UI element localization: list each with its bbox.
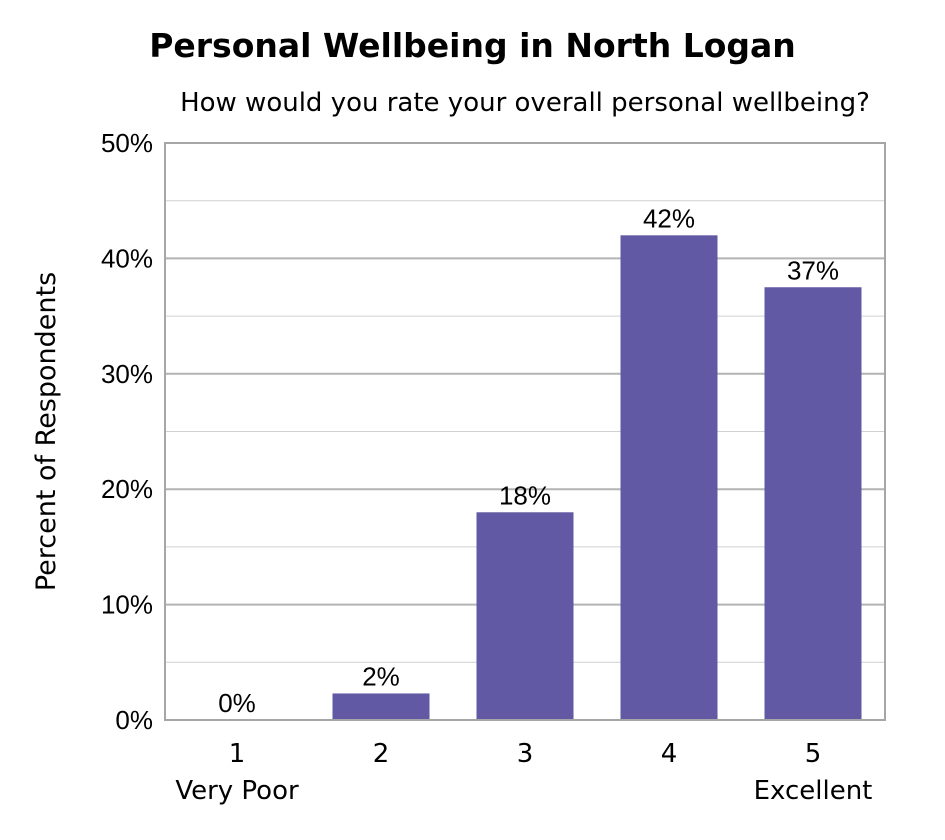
plot-area-border	[164, 142, 886, 721]
data-label-3: 18%	[499, 480, 551, 510]
y-tick-label: 50%	[101, 128, 153, 158]
y-axis-title: Percent of Respondents	[31, 272, 62, 591]
x-tick-sublabel-5: Excellent	[754, 776, 873, 806]
y-tick-label: 30%	[101, 359, 153, 389]
bars	[332, 235, 862, 720]
data-label-1: 0%	[218, 688, 256, 718]
chart-subtitle: How would you rate your overall personal…	[180, 88, 870, 118]
bar-4	[620, 235, 718, 720]
x-tick-label-5: 5	[805, 739, 822, 769]
y-tick-label: 10%	[101, 590, 153, 620]
chart-title: Personal Wellbeing in North Logan	[149, 26, 796, 65]
x-tick-label-4: 4	[661, 739, 678, 769]
data-label-2: 2%	[362, 661, 400, 691]
y-tick-label: 20%	[101, 474, 153, 504]
x-tick-label-3: 3	[517, 739, 534, 769]
bar-3	[476, 512, 574, 720]
bar-5	[764, 287, 862, 720]
x-category-labels: 1 Very Poor 2 3 4 5 Excellent	[175, 739, 872, 806]
data-label-5: 37%	[787, 255, 839, 285]
y-tick-label: 40%	[101, 243, 153, 273]
data-label-4: 42%	[643, 203, 695, 233]
y-tick-labels: 0% 10% 20% 30% 40% 50%	[101, 128, 153, 735]
bar-2	[332, 693, 430, 720]
x-tick-sublabel-1: Very Poor	[175, 776, 299, 806]
data-labels: 0% 2% 18% 42% 37%	[218, 203, 839, 718]
x-tick-label-1: 1	[229, 739, 246, 769]
y-tick-label: 0%	[115, 705, 153, 735]
x-tick-label-2: 2	[373, 739, 390, 769]
